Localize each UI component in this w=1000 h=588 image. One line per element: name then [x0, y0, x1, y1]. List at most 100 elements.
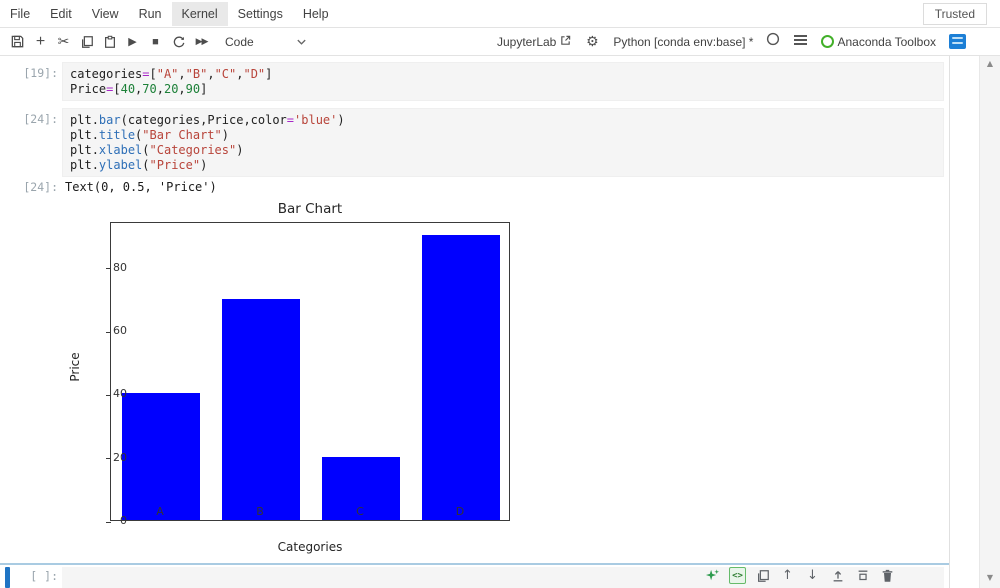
code-token: =	[142, 67, 150, 81]
vertical-scrollbar[interactable]: ▲ ▼	[979, 56, 1000, 588]
code-cell-type-icon[interactable]: <>	[729, 567, 746, 584]
code-token: .	[91, 158, 99, 172]
anaconda-toolbox-button[interactable]: Anaconda Toolbox	[821, 35, 936, 49]
code-token: ]	[200, 82, 208, 96]
ai-assist-icon[interactable]	[704, 567, 721, 584]
code-token: .	[91, 143, 99, 157]
code-token: =	[286, 113, 295, 127]
code-token: plt	[70, 128, 92, 142]
restart-kernel-icon[interactable]	[167, 31, 190, 53]
code-token: bar	[98, 113, 121, 127]
code-token: 70	[142, 82, 157, 96]
restart-run-all-icon[interactable]: ▶▶	[195, 36, 209, 46]
save-icon[interactable]	[6, 31, 29, 53]
code-token: Price	[70, 82, 107, 96]
kernel-menu-icon[interactable]	[793, 33, 808, 51]
plot-area	[106, 222, 510, 523]
duplicate-cell-icon[interactable]	[754, 567, 771, 584]
xtick-label: B	[256, 505, 264, 518]
code-cell[interactable]: plt.bar(categories,Price,color='blue') pl…	[62, 108, 944, 177]
insert-cell-icon[interactable]: +	[35, 32, 46, 50]
ytick-mark	[106, 521, 111, 523]
kernel-status-icon[interactable]	[766, 32, 780, 51]
code-cell[interactable]: categories=["A","B","C","D"] Price=[40,70…	[62, 62, 944, 101]
code-token: ,	[135, 82, 143, 96]
ytick-label: 20	[113, 450, 127, 464]
bar-C	[322, 456, 400, 520]
move-cell-up-icon[interactable]: ↑	[782, 568, 793, 583]
code-token: "Bar Chart"	[142, 128, 222, 142]
bar-D	[422, 235, 500, 520]
toolbox-panel-icon[interactable]	[949, 34, 966, 49]
scroll-up-icon[interactable]: ▲	[986, 59, 994, 68]
code-token: categories	[70, 67, 143, 81]
code-line: plt.ylabel("Price")	[70, 158, 936, 173]
chart-title: Bar Chart	[277, 201, 343, 217]
insert-cell-below-icon[interactable]	[854, 567, 871, 584]
xtick-label: D	[455, 505, 465, 518]
cell-type-dropdown[interactable]: Code	[225, 33, 307, 51]
cut-icon[interactable]: ✂	[57, 33, 70, 49]
code-token: "D"	[243, 67, 266, 81]
code-token: (	[135, 128, 143, 142]
menu-item-edit[interactable]: Edit	[50, 6, 72, 21]
menu-item-view[interactable]: View	[91, 6, 119, 21]
code-token: (	[120, 113, 128, 127]
ytick-label: 80	[113, 260, 127, 274]
code-line: plt.xlabel("Categories")	[70, 143, 936, 158]
code-line: Price=[40,70,20,90]	[70, 82, 936, 97]
menu-item-file[interactable]: File	[10, 6, 31, 21]
scroll-down-icon[interactable]: ▼	[986, 573, 994, 582]
code-token: 20	[163, 82, 179, 96]
bar-B	[222, 298, 300, 520]
ytick-label: 0	[120, 514, 127, 527]
paste-icon[interactable]	[98, 31, 121, 53]
code-token: .	[91, 113, 99, 127]
code-token: )	[236, 143, 244, 157]
delete-cell-icon[interactable]	[879, 567, 896, 584]
ytick-label: 60	[113, 324, 127, 338]
gear-icon[interactable]: ⚙	[586, 33, 599, 49]
cell-prompt: [ ]:	[30, 569, 58, 583]
active-cell-indicator[interactable]	[5, 567, 10, 588]
anaconda-logo-icon	[821, 35, 835, 48]
code-token: ]	[265, 67, 273, 81]
code-token: plt	[70, 143, 92, 157]
code-line: plt.title("Bar Chart")	[70, 128, 936, 143]
run-icon[interactable]: ▶	[128, 36, 137, 48]
cell-prompt: [24]:	[23, 112, 58, 126]
menu-item-kernel[interactable]: Kernel	[171, 1, 228, 26]
code-token: "A"	[156, 67, 179, 81]
chevron-down-icon	[296, 33, 307, 51]
trusted-button[interactable]: Trusted	[922, 2, 987, 25]
code-token: )	[337, 113, 345, 127]
menu-item-run[interactable]: Run	[138, 6, 162, 21]
code-token: ,	[178, 82, 186, 96]
code-token: 40	[120, 82, 136, 96]
menu-item-settings[interactable]: Settings	[237, 6, 283, 21]
insert-cell-above-icon[interactable]	[829, 567, 846, 584]
code-token: ,	[207, 67, 215, 81]
bar-A	[122, 393, 200, 520]
code-token: xlabel	[98, 143, 143, 157]
output-text: Text(0, 0.5, 'Price')	[65, 180, 217, 194]
stop-icon[interactable]: ■	[152, 35, 159, 48]
chart-output-image: Bar Chart Categories Price 0 20 40 60 80 A B C D	[62, 200, 532, 562]
notebook-content: [19]: categories=["A","B","C","D"] Price=…	[0, 56, 1000, 588]
code-token: "Price"	[149, 158, 201, 172]
code-token: ,	[178, 67, 186, 81]
code-token: )	[221, 128, 229, 142]
ytick-label: 40	[113, 387, 127, 401]
cell-toolbar: <> ↑ ↓	[704, 567, 896, 584]
kernel-name[interactable]: Python [conda env:base] *	[613, 34, 754, 49]
jupyterlab-link[interactable]: JupyterLab	[497, 33, 571, 51]
output-prompt: [24]:	[23, 180, 58, 194]
new-cell-editor[interactable]	[62, 567, 944, 588]
menu-bar: File Edit View Run Kernel Settings Help Truste…	[0, 0, 1000, 28]
code-token: [	[113, 82, 121, 96]
ytick-mark	[106, 331, 111, 333]
move-cell-down-icon[interactable]: ↓	[807, 568, 818, 583]
code-token: ylabel	[98, 158, 143, 172]
menu-item-help[interactable]: Help	[302, 6, 329, 21]
copy-icon[interactable]	[75, 31, 98, 53]
